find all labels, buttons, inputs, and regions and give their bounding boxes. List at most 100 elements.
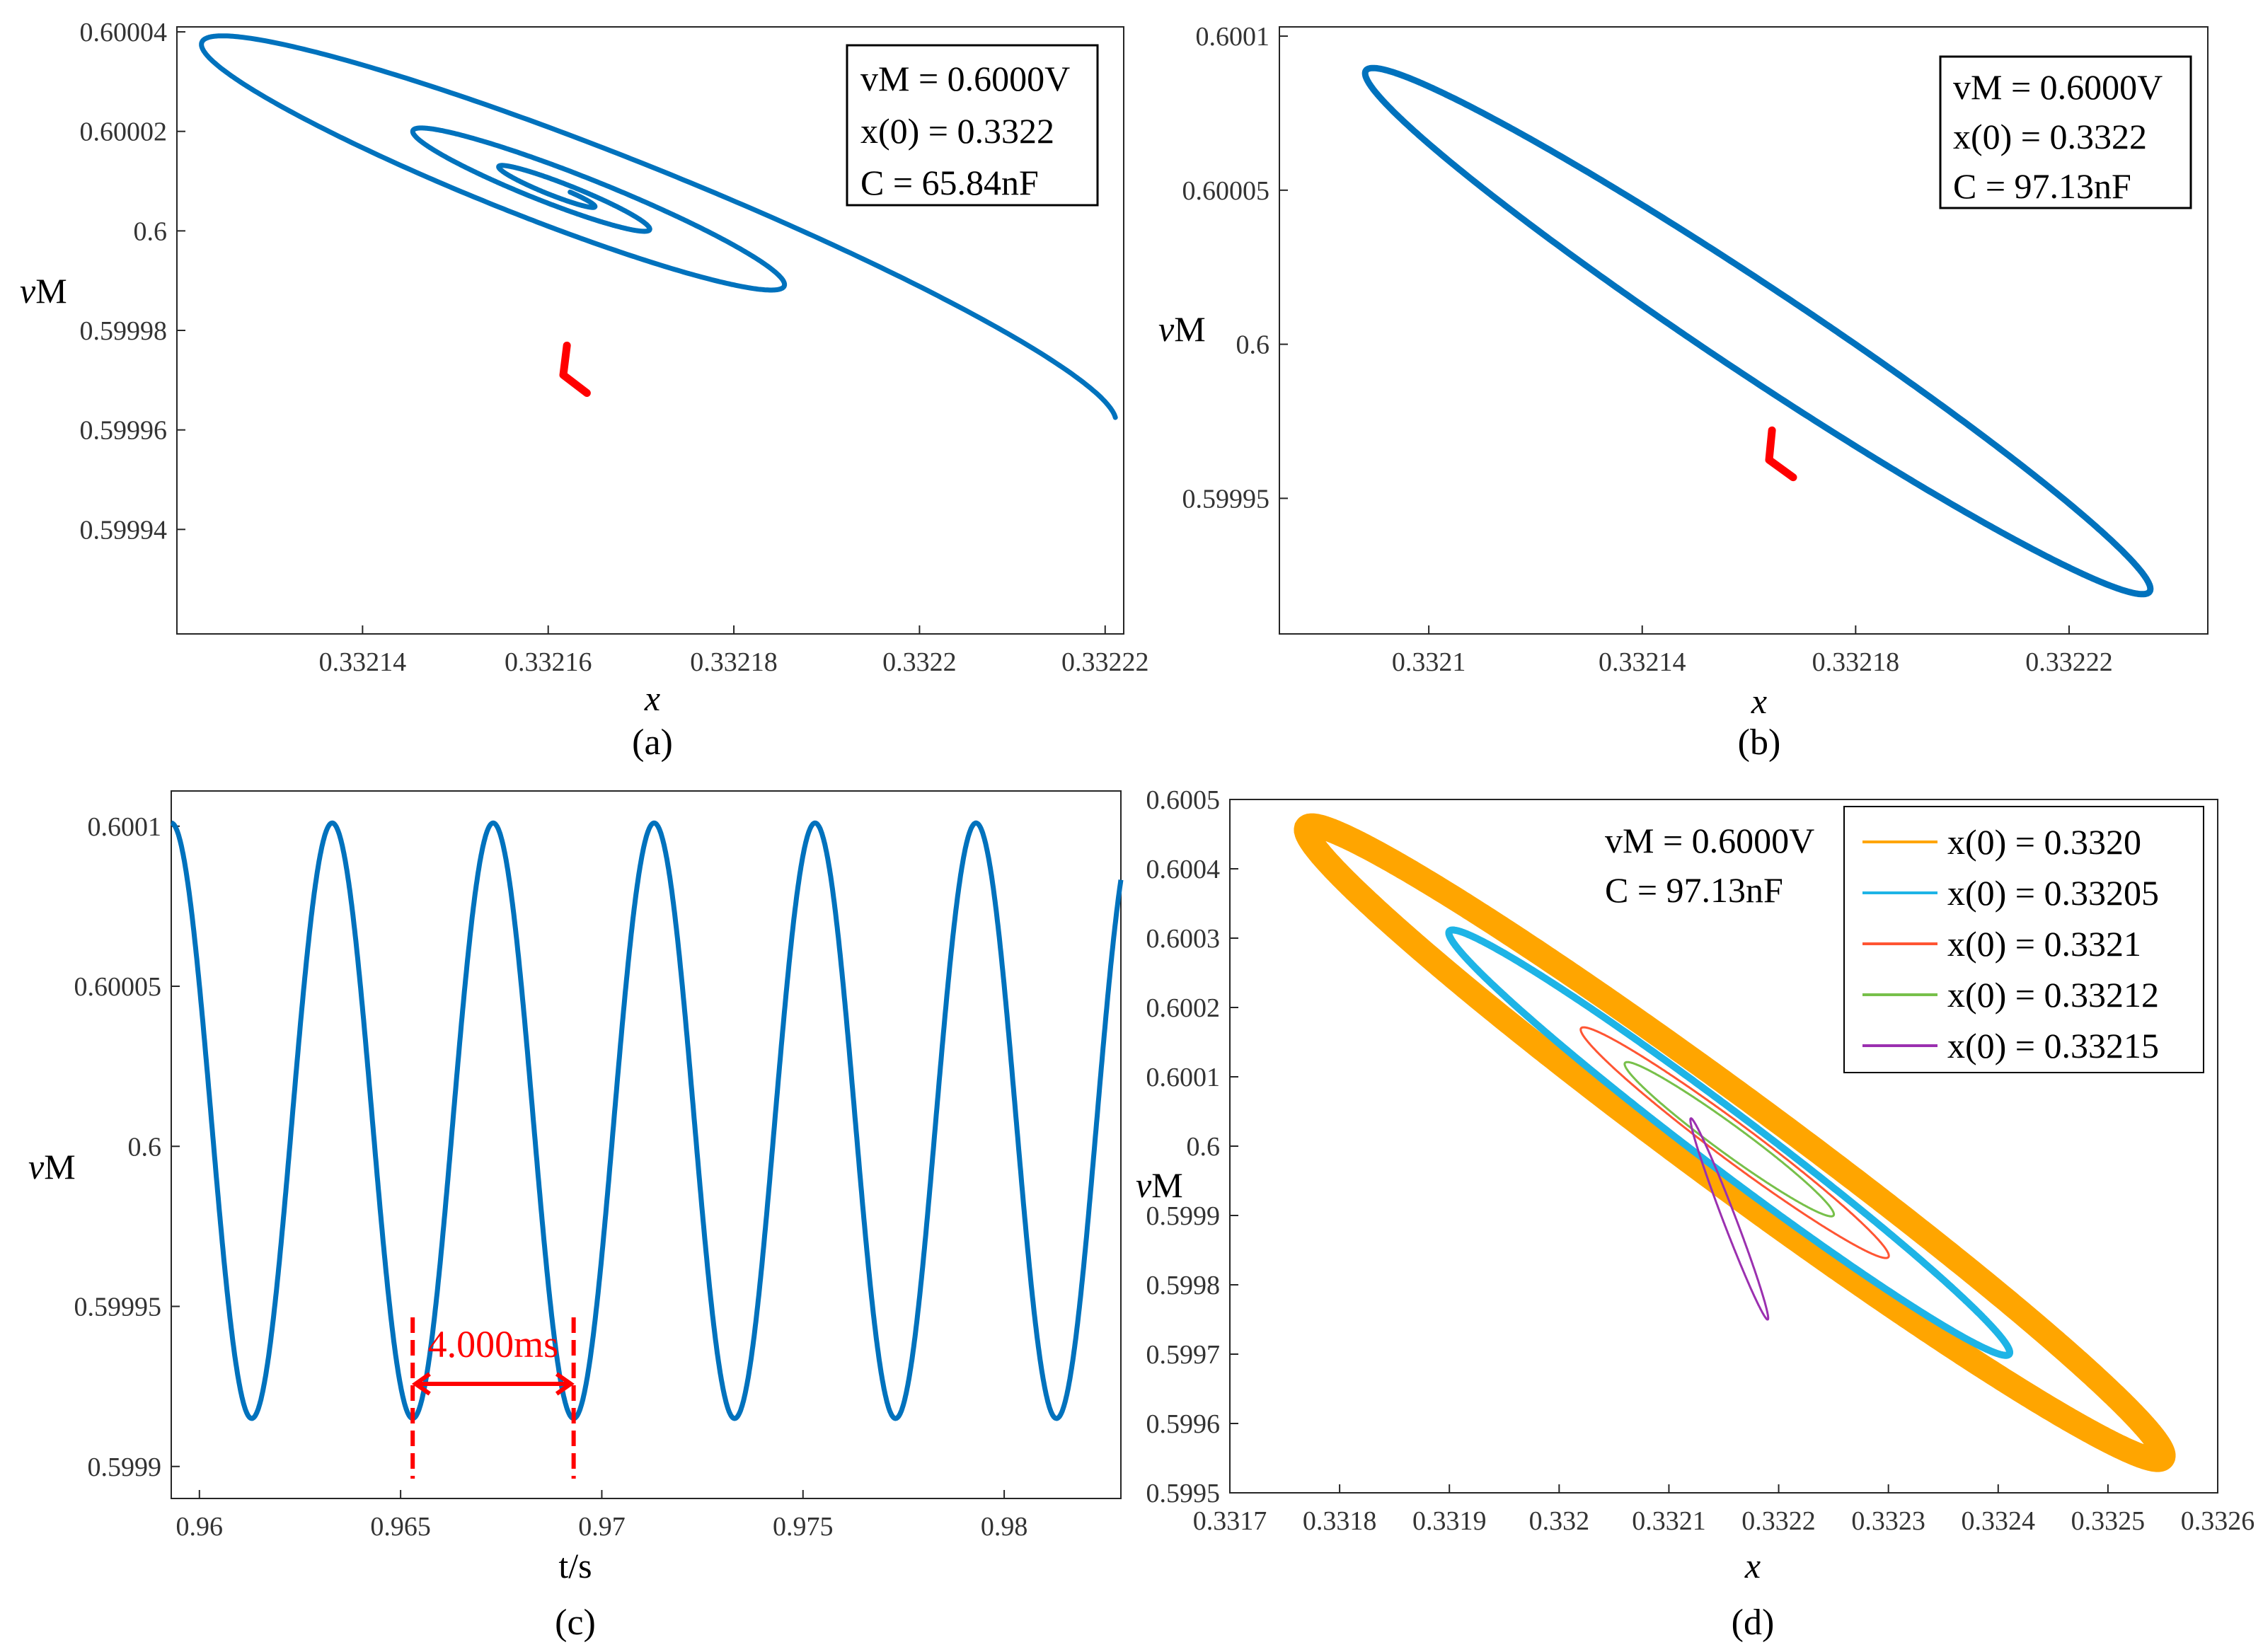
- a-xtick-label: 0.33222: [1061, 647, 1149, 677]
- d-ytick-label: 0.5999: [1146, 1201, 1221, 1231]
- a-xtick-label: 0.33214: [319, 647, 407, 677]
- b-xtick-label: 0.33222: [2025, 647, 2113, 677]
- panel-a-xticks: 0.33214 0.33216 0.33218 0.3322 0.33222: [319, 625, 1149, 677]
- panel-c-period-label: 4.000ms: [428, 1323, 559, 1365]
- c-xtick-label: 0.965: [370, 1512, 431, 1542]
- panel-d-curve-x0-0.33215: [1689, 1117, 1770, 1321]
- panel-a-yticks: 0.59994 0.59996 0.59998 0.6 0.60002 0.60004: [80, 18, 185, 545]
- panel-d-legend: [1843, 806, 2204, 1073]
- d-ytick-label: 0.5996: [1146, 1409, 1221, 1439]
- b-ytick-label: 0.6: [1236, 330, 1270, 360]
- c-ytick-label: 0.60005: [74, 972, 162, 1002]
- b-xtick-label: 0.33218: [1812, 647, 1900, 677]
- panel-c: 0.96 0.965 0.97 0.975 0.98 0.59990.599950.60…: [28, 790, 1124, 1643]
- panel-a-direction-marker: [559, 341, 591, 397]
- panel-a: 0.33214 0.33216 0.33218 0.3322 0.33222 0.599…: [20, 18, 1149, 763]
- a-ytick-label: 0.6: [134, 216, 168, 246]
- panel-c-time-series: [171, 820, 1124, 1421]
- panel-d-caption: (d): [1732, 1602, 1775, 1643]
- panel-a-ylabel: vM: [20, 271, 67, 311]
- d-xtick-label: 0.3321: [1632, 1506, 1706, 1536]
- panel-d-curve-x0-0.3321: [1579, 1026, 1890, 1259]
- panel-c-caption: (c): [555, 1602, 596, 1643]
- d-ytick-label: 0.6001: [1146, 1063, 1221, 1092]
- c-xtick-label: 0.98: [981, 1512, 1028, 1542]
- d-ytick-label: 0.6: [1187, 1132, 1221, 1162]
- panel-d-legend-label: x(0) = 0.33212: [1947, 975, 2159, 1015]
- panel-c-ylabel: vM: [28, 1147, 76, 1186]
- panel-d-legend-label: x(0) = 0.3320: [1947, 822, 2141, 862]
- panel-d-curve-x0-0.33205: [1445, 926, 2013, 1359]
- d-xtick-label: 0.3323: [1851, 1506, 1925, 1536]
- d-xtick-label: 0.3322: [1741, 1506, 1816, 1536]
- panel-c-axes-box: [171, 790, 1122, 1499]
- c-xtick-label: 0.975: [773, 1512, 834, 1542]
- panel-a-trajectory: [199, 33, 1118, 420]
- d-xtick-label: 0.3324: [1962, 1506, 2036, 1536]
- panel-d-xlabel: x: [1744, 1546, 1761, 1585]
- panel-c-yticks: 0.5999 0.59995 0.6 0.60005 0.6001: [74, 812, 180, 1482]
- a-xtick-label: 0.33216: [505, 647, 592, 677]
- panel-a-annotation-box: [846, 44, 1099, 207]
- a-ytick-label: 0.59998: [80, 316, 168, 346]
- panel-d-annotation-1: vM = 0.6000V: [1605, 821, 1814, 860]
- c-ytick-label: 0.6: [128, 1132, 162, 1162]
- panel-d-curve-x0-0.33212: [1623, 1061, 1836, 1218]
- panel-c-xticks: 0.96 0.965 0.97 0.975 0.98: [176, 1490, 1028, 1542]
- panel-d: 0.3317 0.3318 0.3319 0.332 0.3321 0.3322 0.332…: [1136, 785, 2255, 1643]
- d-xtick-label: 0.3317: [1193, 1506, 1267, 1536]
- d-xtick-label: 0.3325: [2071, 1506, 2146, 1536]
- a-ytick-label: 0.59994: [80, 515, 168, 545]
- panel-b-annotation-1: vM = 0.6000V: [1953, 67, 2163, 107]
- panel-a-annotation-1: vM = 0.6000V: [860, 59, 1070, 98]
- panel-a-annotation-2: x(0) = 0.3322: [860, 111, 1054, 151]
- panel-b-caption: (b): [1738, 722, 1781, 763]
- panel-d-curves: [1294, 813, 2176, 1472]
- a-ytick-label: 0.60004: [80, 18, 168, 47]
- panel-b-direction-marker: [1765, 426, 1797, 482]
- panel-d-legend-label: x(0) = 0.3321: [1947, 924, 2141, 964]
- panel-b-annotation-2: x(0) = 0.3322: [1953, 117, 2147, 156]
- panel-c-period-arrow: [411, 1372, 575, 1396]
- d-ytick-label: 0.5997: [1146, 1340, 1221, 1370]
- a-xtick-label: 0.33218: [690, 647, 778, 677]
- panel-d-annotation-2: C = 97.13nF: [1605, 870, 1783, 910]
- d-ytick-label: 0.5995: [1146, 1479, 1221, 1508]
- panel-b-xticks: 0.3321 0.33214 0.33218 0.33222: [1392, 625, 2113, 677]
- d-ytick-label: 0.6002: [1146, 993, 1221, 1023]
- d-ytick-label: 0.6003: [1146, 924, 1221, 954]
- panel-b-ylabel: vM: [1158, 309, 1206, 349]
- a-xtick-label: 0.3322: [882, 647, 957, 677]
- b-ytick-label: 0.60005: [1182, 176, 1270, 206]
- c-ytick-label: 0.59995: [74, 1293, 162, 1322]
- panel-a-caption: (a): [632, 722, 673, 763]
- panel-d-legend-label: x(0) = 0.33215: [1947, 1026, 2159, 1065]
- b-ytick-label: 0.59995: [1182, 484, 1270, 514]
- panel-d-legend-entries: x(0) = 0.3320 x(0) = 0.33205 x(0) = 0.3321…: [1862, 822, 2159, 1065]
- c-ytick-label: 0.6001: [88, 812, 162, 842]
- panel-d-ylabel: vM: [1136, 1165, 1183, 1205]
- d-ytick-label: 0.6004: [1146, 855, 1221, 884]
- d-xtick-label: 0.3326: [2181, 1506, 2255, 1536]
- panel-a-annotation-3: C = 65.84nF: [860, 163, 1039, 202]
- c-xtick-label: 0.96: [176, 1512, 224, 1542]
- b-xtick-label: 0.33214: [1599, 647, 1686, 677]
- panel-d-xticks: 0.3317 0.3318 0.3319 0.332 0.3321 0.3322 0.332…: [1193, 1484, 2255, 1536]
- panel-b-annotation-3: C = 97.13nF: [1953, 166, 2131, 206]
- c-xtick-label: 0.97: [578, 1512, 626, 1542]
- a-ytick-label: 0.60002: [80, 117, 168, 147]
- a-ytick-label: 0.59996: [80, 416, 168, 446]
- d-xtick-label: 0.3319: [1412, 1506, 1487, 1536]
- panel-d-yticks: 0.5995 0.5996 0.5997 0.5998 0.5999 0.6 0.6001 0…: [1146, 785, 1238, 1508]
- b-ytick-label: 0.6001: [1196, 22, 1270, 52]
- c-ytick-label: 0.5999: [88, 1452, 162, 1482]
- panel-d-legend-label: x(0) = 0.33205: [1947, 873, 2159, 913]
- panel-a-xlabel: x: [644, 678, 660, 718]
- panel-b-yticks: 0.59995 0.6 0.60005 0.6001: [1182, 22, 1288, 514]
- panel-b: 0.3321 0.33214 0.33218 0.33222 0.599950.60.…: [1158, 22, 2209, 763]
- d-ytick-label: 0.6005: [1146, 785, 1221, 815]
- b-xtick-label: 0.3321: [1392, 647, 1466, 677]
- d-ytick-label: 0.5998: [1146, 1271, 1221, 1300]
- panel-b-annotation-box: [1939, 55, 2192, 209]
